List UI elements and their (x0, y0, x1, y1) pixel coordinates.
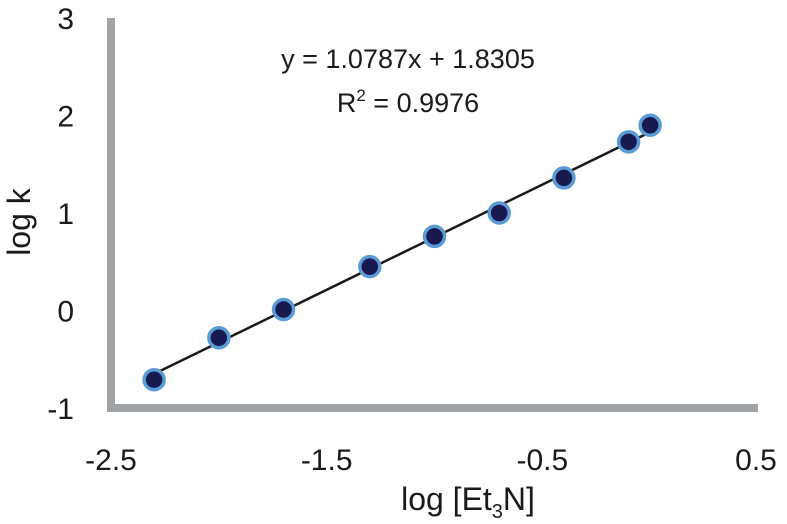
x-tick-label: -0.5 (516, 444, 568, 477)
data-points (142, 113, 662, 392)
r-squared-sup: 2 (356, 86, 365, 105)
x-axis-label-main: log [Et (401, 481, 492, 517)
y-tick-labels: -1 0 1 2 3 (47, 3, 74, 426)
x-tick-label: -2.5 (85, 444, 137, 477)
x-tick-label: 0.5 (735, 444, 777, 477)
y-tick-label: 3 (57, 3, 74, 36)
y-axis-label: log k (1, 187, 37, 256)
data-point (207, 326, 231, 350)
data-point (142, 367, 166, 392)
r-squared-value: = 0.9976 (366, 88, 479, 118)
data-point (552, 166, 576, 190)
x-tick-labels: -2.5 -1.5 -0.5 0.5 (85, 444, 777, 477)
x-axis-label-sub: 3 (492, 501, 503, 523)
data-point (487, 201, 511, 225)
data-point (616, 130, 641, 154)
x-axis-label-end: N] (503, 481, 535, 517)
y-tick-label: 1 (57, 198, 74, 231)
data-point (358, 254, 382, 279)
fit-equation: y = 1.0787x + 1.8305 (281, 44, 535, 74)
r-squared: R2 = 0.9976 (337, 86, 479, 118)
r-squared-prefix: R (337, 88, 357, 118)
x-tick-label: -1.5 (301, 444, 353, 477)
y-tick-label: 0 (57, 296, 74, 329)
y-tick-label: 2 (57, 101, 74, 134)
y-tick-label: -1 (47, 393, 74, 426)
data-point (422, 224, 447, 249)
data-point (271, 297, 296, 322)
data-point (638, 113, 662, 137)
x-axis-label: log [Et3N] (401, 481, 535, 523)
